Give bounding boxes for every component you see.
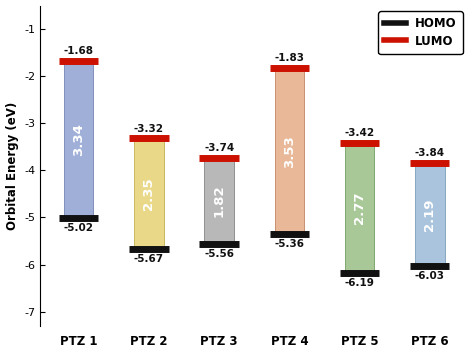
Text: -5.36: -5.36	[274, 239, 304, 249]
Text: -3.32: -3.32	[134, 124, 164, 133]
Text: -5.67: -5.67	[134, 254, 164, 264]
Text: 2.77: 2.77	[353, 192, 366, 224]
Text: 3.53: 3.53	[283, 135, 296, 168]
Text: -1.83: -1.83	[274, 53, 304, 63]
Text: -1.68: -1.68	[64, 46, 94, 56]
Text: -3.42: -3.42	[345, 129, 374, 138]
Bar	[345, 143, 374, 273]
Bar	[204, 158, 234, 244]
Text: -5.56: -5.56	[204, 249, 234, 258]
Text: -6.19: -6.19	[345, 278, 374, 288]
Bar	[134, 138, 164, 249]
Bar	[415, 163, 445, 266]
Text: 1.82: 1.82	[213, 185, 226, 217]
Text: -6.03: -6.03	[415, 271, 445, 281]
Legend: HOMO, LUMO: HOMO, LUMO	[378, 11, 463, 54]
Text: -3.84: -3.84	[415, 148, 445, 158]
Y-axis label: Orbital Energy (eV): Orbital Energy (eV)	[6, 102, 18, 230]
Text: -3.74: -3.74	[204, 143, 234, 153]
Bar	[274, 68, 304, 234]
Bar	[64, 61, 93, 218]
Text: -5.02: -5.02	[64, 223, 94, 233]
Text: 3.34: 3.34	[72, 123, 85, 156]
Text: 2.35: 2.35	[143, 177, 155, 210]
Text: 2.19: 2.19	[423, 198, 437, 230]
